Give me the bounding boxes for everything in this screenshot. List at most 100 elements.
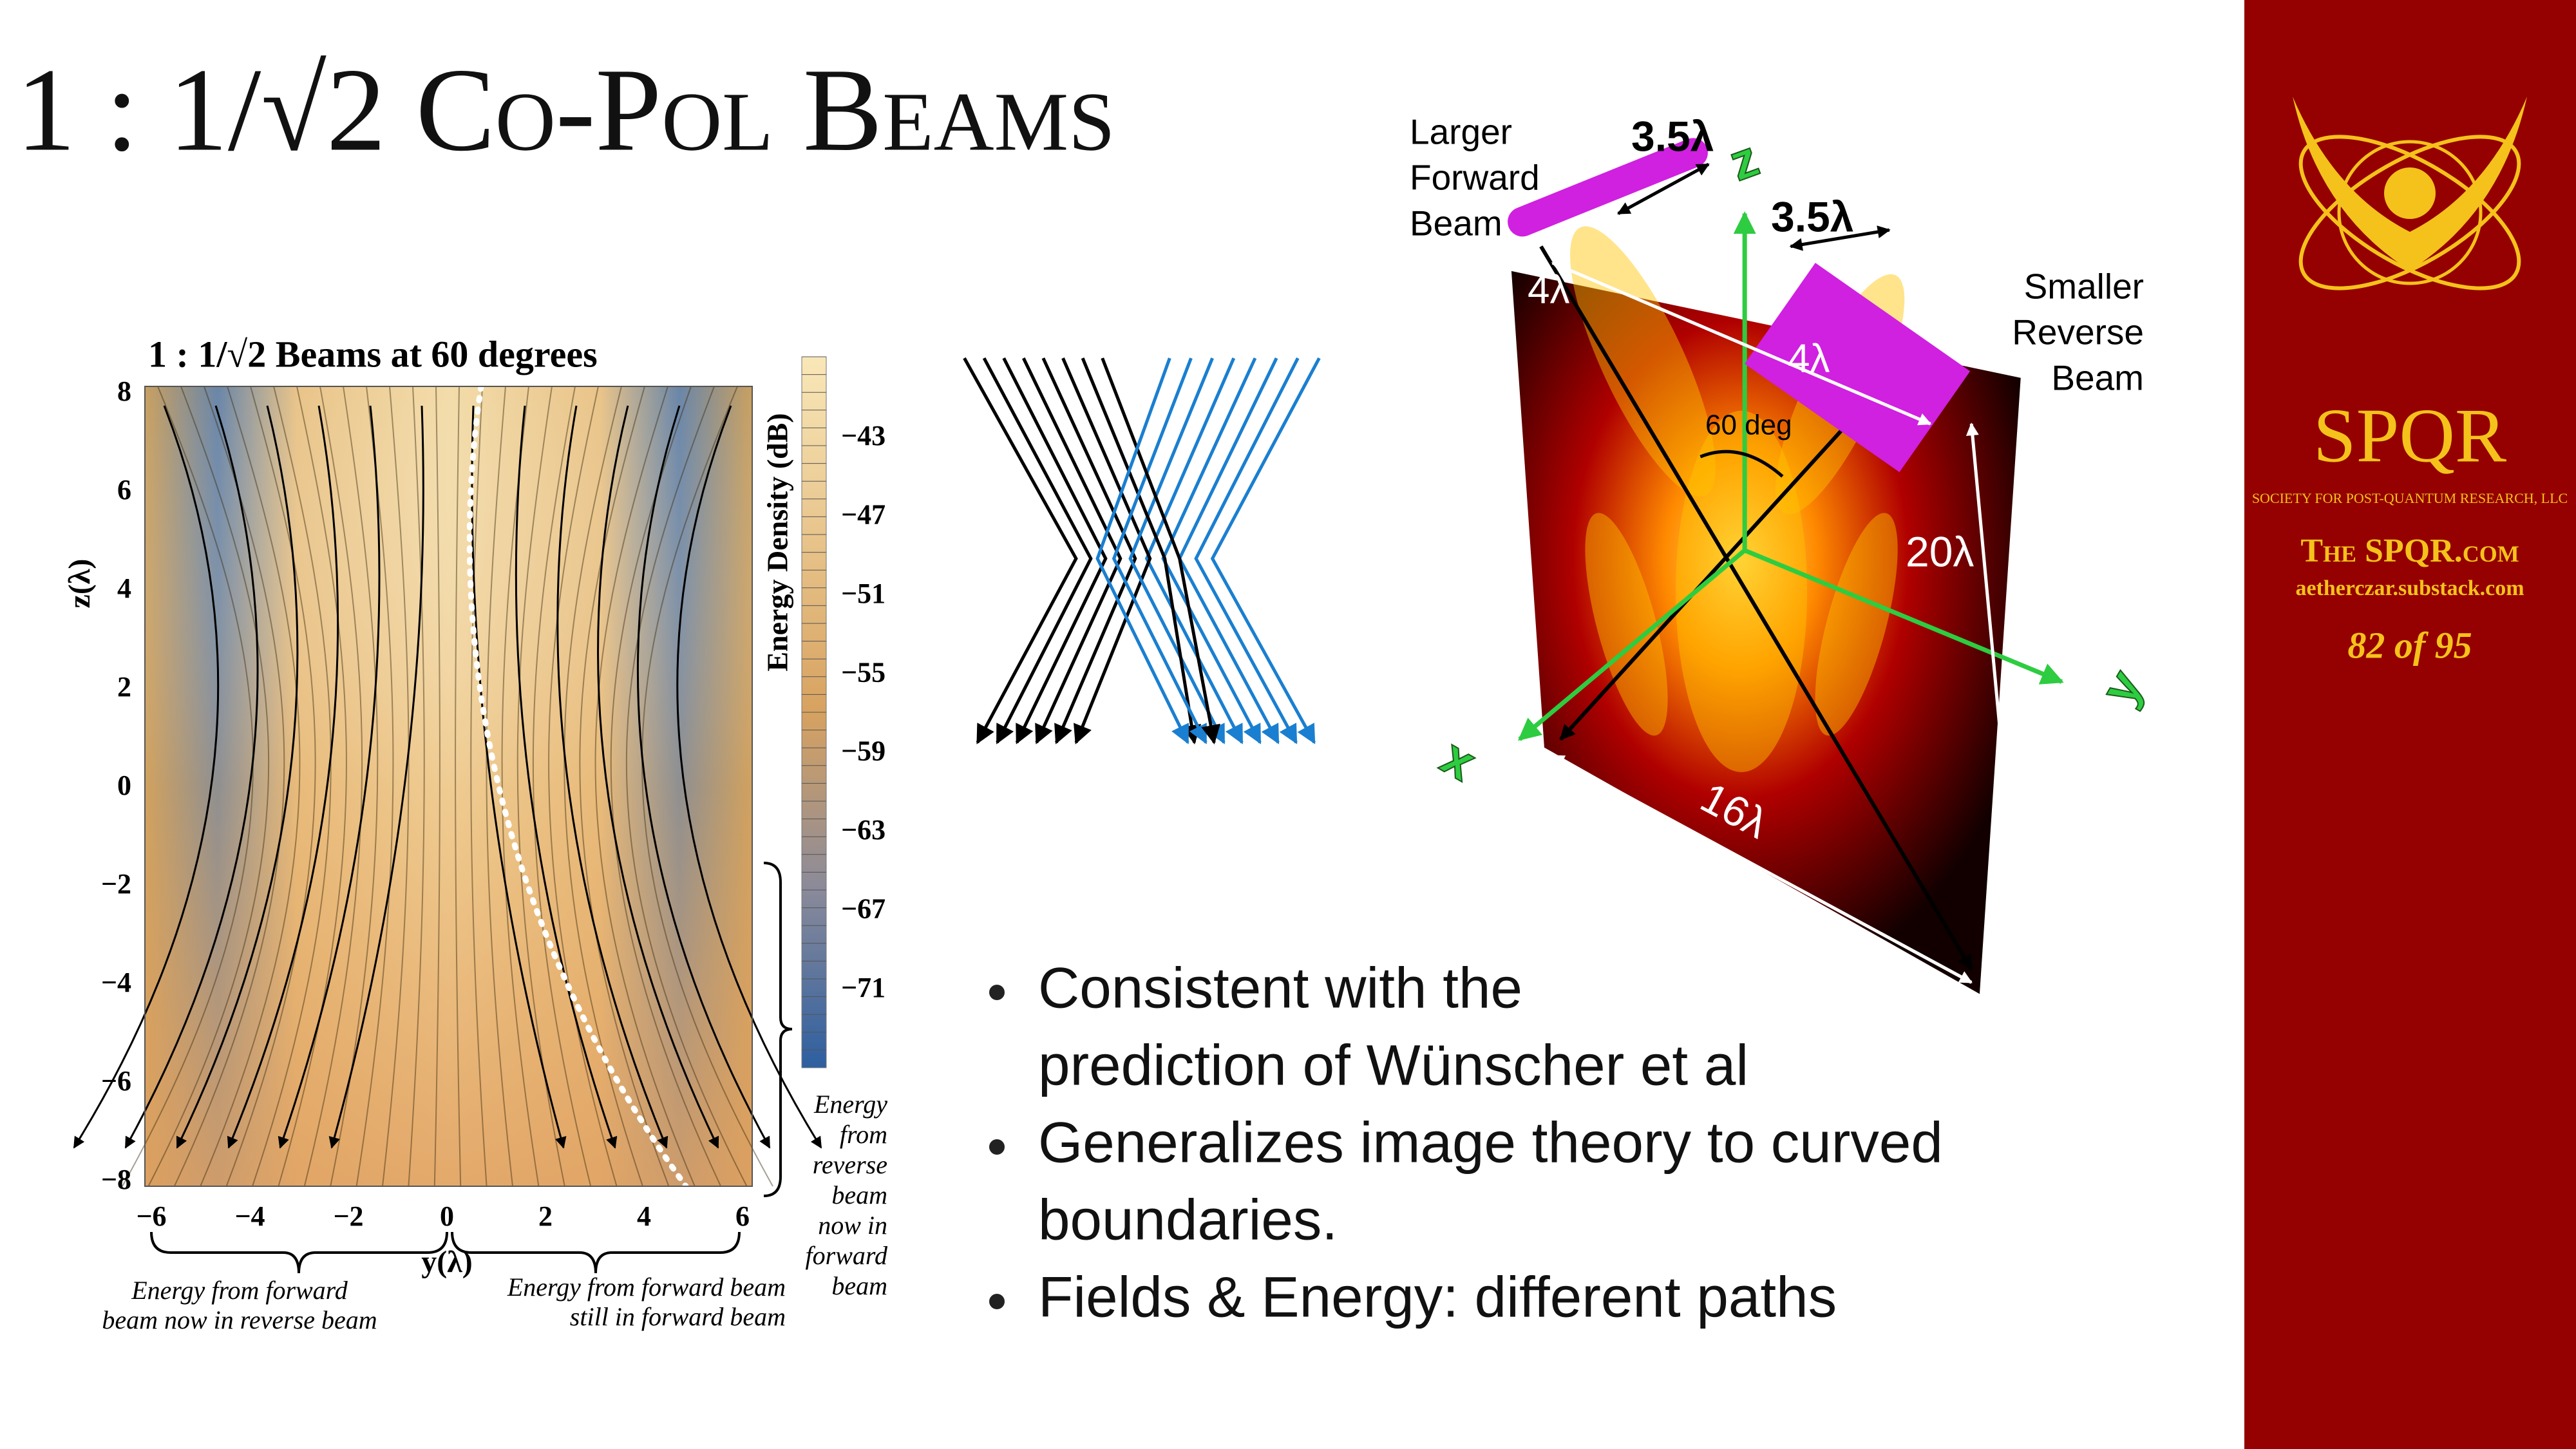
contour (594, 386, 696, 1187)
streamline (597, 405, 719, 1149)
bullet-text: Fields & Energy: different paths (1038, 1265, 1837, 1329)
bullet-text: prediction of Wünscher et al (1038, 1033, 1748, 1097)
colorbar-tick-label: −71 (841, 972, 886, 1003)
dimension-arrow (1789, 225, 1891, 251)
logo (2337, 140, 2483, 285)
label: Beam (1410, 204, 1502, 243)
label: 3.5λ (1631, 112, 1714, 160)
axis-label: y (2090, 660, 2154, 714)
label: 60 deg (1705, 410, 1792, 441)
annotation: beam now in reverse beam (102, 1305, 377, 1334)
site: The SPQR.com (2300, 533, 2519, 569)
streamline (278, 405, 381, 1149)
annotation: Energy from forward (131, 1276, 348, 1305)
logo (2293, 97, 2527, 270)
x-tick-label: 2 (538, 1200, 553, 1232)
ray (1061, 357, 1152, 744)
ray (1144, 357, 1244, 744)
axis-label: x (1432, 728, 1486, 791)
substack: aetherczar.substack.com (2295, 576, 2524, 600)
bullet-text: Generalizes image theory to curved (1038, 1110, 1943, 1175)
dotted-path (466, 383, 689, 1189)
bullet-dot (989, 1294, 1005, 1309)
colorbar-tick-label: −51 (841, 578, 886, 609)
ray (1002, 357, 1108, 744)
contour (455, 386, 462, 1187)
label: 4λ (1788, 336, 1830, 381)
contour (200, 386, 301, 1187)
bullet-dot (989, 1139, 1005, 1155)
content: 1 : 1/√2 Co-Pol Beams 1 : 1/√2 Beams at 6… (16, 44, 2568, 1334)
ray (1081, 357, 1202, 745)
annotation: now in (818, 1211, 887, 1240)
contour (579, 386, 670, 1187)
contour (303, 386, 363, 1187)
org-name: SOCIETY FOR POST-QUANTUM RESEARCH, LLC (2252, 490, 2568, 506)
colorbar-label: Energy Density (dB) (761, 413, 794, 671)
bullet-text: Consistent with the (1038, 956, 1522, 1020)
dimension-arrow (1551, 754, 1973, 984)
streamline (73, 405, 220, 1149)
contour (330, 386, 379, 1187)
label: Larger (1410, 112, 1512, 152)
contour (278, 386, 347, 1187)
annotation: Energy (813, 1090, 887, 1119)
y-tick-label: 4 (117, 573, 131, 604)
annotation: beam (831, 1180, 887, 1209)
ray (1128, 357, 1226, 744)
annotation: Energy from forward beam (507, 1273, 786, 1302)
label: Smaller (2024, 267, 2144, 307)
ray (1041, 357, 1137, 744)
slide-title: 1 : 1/√2 Co-Pol Beams (16, 44, 1115, 176)
label: Beam (2051, 358, 2144, 398)
beam-source (1508, 138, 1708, 237)
colorbar-tick-label: −55 (841, 656, 886, 688)
annotation: from (840, 1120, 887, 1149)
angle-arc (1700, 450, 1784, 478)
ray (963, 357, 1078, 744)
contour (147, 386, 270, 1187)
x-axis-label: y(λ) (421, 1245, 473, 1279)
label: 3.5λ (1771, 193, 1853, 240)
ray (982, 357, 1093, 744)
streamline (676, 405, 822, 1149)
colorbar-tick-label: −47 (841, 498, 886, 530)
streamline (636, 405, 771, 1149)
ray (1210, 357, 1321, 744)
contour (470, 386, 488, 1187)
dimension-arrow (1551, 261, 1932, 426)
plot-title: 1 : 1/√2 Beams at 60 degrees (148, 333, 598, 375)
field-lobe (1676, 410, 1808, 772)
annotation: still in forward beam (570, 1302, 786, 1331)
x-tick-label: 4 (637, 1200, 651, 1232)
y-tick-label: 2 (117, 671, 131, 703)
bullet-dot (989, 985, 1005, 1000)
contour (516, 386, 565, 1187)
axis-label: z (1722, 129, 1766, 191)
ray (1095, 357, 1189, 744)
plot-frame (144, 386, 753, 1187)
streamline (328, 405, 424, 1149)
colorbar-tick-label: −43 (841, 420, 886, 451)
label: Forward (1410, 158, 1540, 198)
x-tick-label: −4 (234, 1200, 265, 1232)
annotation: forward (806, 1241, 888, 1270)
page-number: 82 of 95 (2347, 624, 2472, 666)
y-tick-label: −2 (101, 868, 131, 900)
ray (1194, 357, 1300, 744)
streamline (556, 405, 668, 1149)
contour (501, 386, 540, 1187)
y-axis-label: z(λ) (62, 559, 97, 609)
brace (451, 1231, 741, 1274)
contour (355, 386, 394, 1187)
label: 20λ (1906, 527, 1974, 575)
contour (625, 386, 748, 1187)
plot-shade (145, 386, 752, 1186)
y-tick-label: −6 (101, 1065, 131, 1097)
ray (1022, 357, 1122, 744)
streamline (227, 405, 339, 1149)
dimension-arrow (1616, 162, 1710, 215)
brace (763, 862, 793, 1197)
contour (408, 386, 425, 1187)
